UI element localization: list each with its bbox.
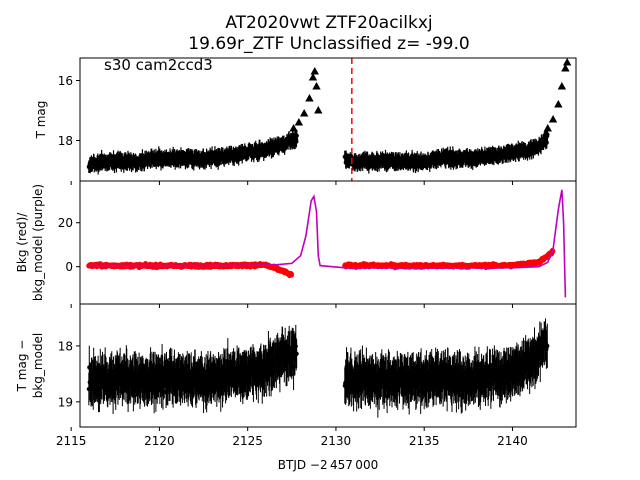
triangle-point: [294, 118, 304, 126]
y-axis-label-line: Bkg (red)/: [15, 212, 29, 273]
triangle-point: [562, 58, 572, 66]
panel-top: 16 18 T mag s30 cam2ccd3: [34, 56, 577, 185]
triangle-point: [554, 100, 563, 108]
data-point: [294, 133, 299, 138]
panel-middle: 0 20 Bkg (red)/bkg_model (purple): [15, 180, 577, 308]
y-tick-label: 16: [58, 74, 73, 88]
y-tick-label: 18: [58, 134, 73, 148]
y-tick-label: 20: [58, 216, 73, 230]
triangle-point: [312, 82, 321, 90]
plot-area-bottom: [86, 318, 550, 418]
y-tick-label: 0: [65, 260, 73, 274]
chart-title-line1: AT2020vwt ZTF20acilkxj: [225, 13, 432, 33]
triangle-point: [305, 94, 314, 102]
y-axis-label-line: bkg_model (purple): [31, 184, 45, 301]
panel-annotation: s30 cam2ccd3: [104, 56, 213, 74]
bkg-point: [288, 272, 295, 278]
data-point: [545, 132, 550, 137]
triangle-point: [557, 82, 567, 90]
triangle-point: [548, 115, 558, 123]
triangle-point: [299, 109, 309, 117]
triangle-point: [308, 73, 318, 81]
data-point: [294, 351, 299, 356]
triangle-point: [561, 64, 570, 72]
triangle-point: [289, 124, 298, 132]
triangle-point: [310, 67, 319, 75]
plot-panels: 16 18 T mag s30 cam2ccd3 0 20 Bkg (red)/bkg_mo…: [15, 56, 577, 448]
bkg-model-line: [88, 189, 567, 298]
data-point: [544, 140, 549, 145]
triangle-point: [314, 106, 323, 114]
triangle-point: [543, 124, 552, 132]
y-axis-label: T mag: [34, 101, 48, 140]
plot-area-middle: [86, 189, 567, 298]
chart-title-line2: 19.69r_ZTF Unclassified z= -99.0: [188, 34, 469, 54]
